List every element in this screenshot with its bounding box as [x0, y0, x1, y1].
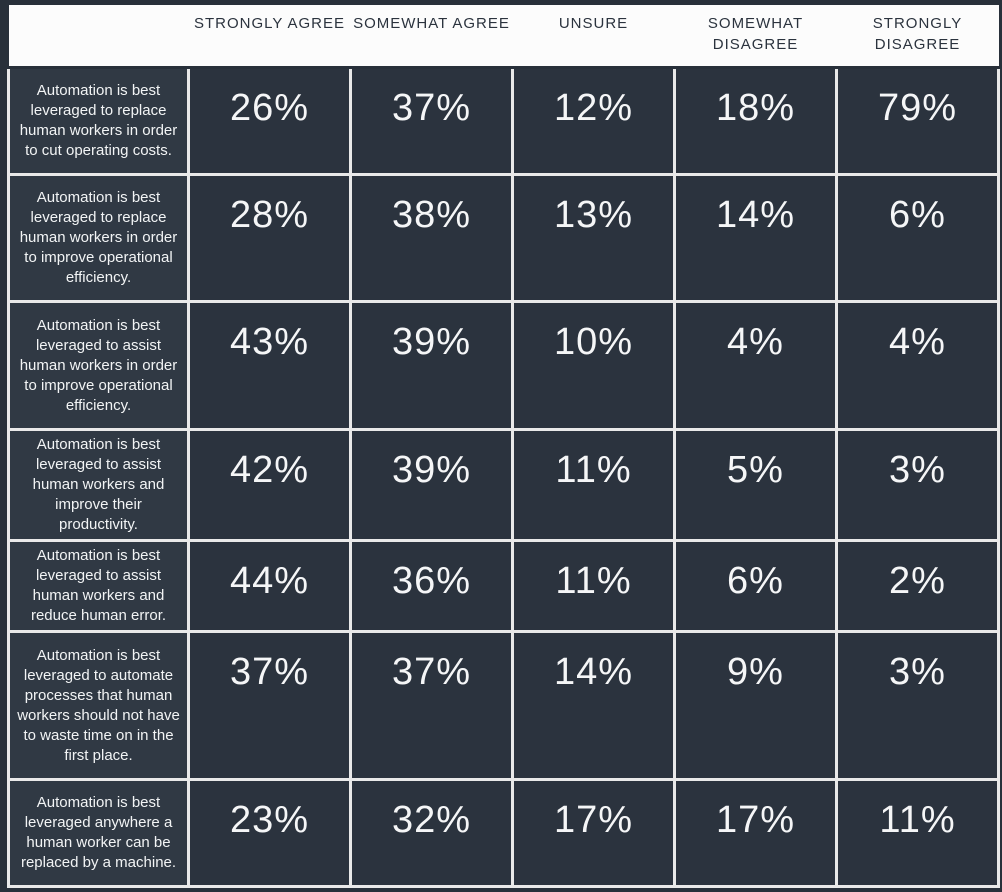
table-row: Automation is best leveraged to automate… — [7, 630, 1000, 781]
value-cell: 43% — [187, 300, 352, 431]
value-cell: 14% — [511, 630, 676, 781]
table-row: Automation is best leveraged to assist h… — [7, 539, 1000, 633]
column-header: UNSURE — [512, 5, 675, 69]
statement-cell: Automation is best leveraged to assist h… — [7, 428, 190, 542]
value-cell: 38% — [349, 173, 514, 303]
value-cell: 5% — [673, 428, 838, 542]
statement-cell: Automation is best leveraged anywhere a … — [7, 778, 190, 888]
value-cell: 10% — [511, 300, 676, 431]
value-cell: 4% — [835, 300, 1000, 431]
value-cell: 11% — [511, 428, 676, 542]
value-cell: 37% — [187, 630, 352, 781]
value-cell: 39% — [349, 428, 514, 542]
value-cell: 42% — [187, 428, 352, 542]
value-cell: 6% — [673, 539, 838, 633]
value-cell: 2% — [835, 539, 1000, 633]
value-cell: 4% — [673, 300, 838, 431]
value-cell: 37% — [349, 630, 514, 781]
statement-cell: Automation is best leveraged to assist h… — [7, 300, 190, 431]
value-cell: 28% — [187, 173, 352, 303]
corner-cell — [8, 5, 189, 69]
value-cell: 23% — [187, 778, 352, 888]
statement-cell: Automation is best leveraged to automate… — [7, 630, 190, 781]
value-cell: 32% — [349, 778, 514, 888]
statement-cell: Automation is best leveraged to assist h… — [7, 539, 190, 633]
value-cell: 3% — [835, 428, 1000, 542]
value-cell: 3% — [835, 630, 1000, 781]
statement-cell: Automation is best leveraged to replace … — [7, 66, 190, 176]
value-cell: 39% — [349, 300, 514, 431]
automation-survey-table: STRONGLY AGREE SOMEWHAT AGREE UNSURE SOMEWH… — [7, 5, 1000, 888]
value-cell: 14% — [673, 173, 838, 303]
value-cell: 37% — [349, 66, 514, 176]
column-header: STRONGLY DISAGREE — [836, 5, 999, 69]
value-cell: 12% — [511, 66, 676, 176]
column-header: STRONGLY AGREE — [188, 5, 351, 69]
table-row: Automation is best leveraged to replace … — [7, 66, 1000, 176]
value-cell: 17% — [511, 778, 676, 888]
table-row: Automation is best leveraged anywhere a … — [7, 778, 1000, 888]
value-cell: 6% — [835, 173, 1000, 303]
value-cell: 36% — [349, 539, 514, 633]
table-row: Automation is best leveraged to replace … — [7, 173, 1000, 303]
value-cell: 9% — [673, 630, 838, 781]
value-cell: 18% — [673, 66, 838, 176]
value-cell: 44% — [187, 539, 352, 633]
value-cell: 26% — [187, 66, 352, 176]
table-row: Automation is best leveraged to assist h… — [7, 300, 1000, 431]
value-cell: 17% — [673, 778, 838, 888]
value-cell: 79% — [835, 66, 1000, 176]
statement-cell: Automation is best leveraged to replace … — [7, 173, 190, 303]
table-row: Automation is best leveraged to assist h… — [7, 428, 1000, 542]
column-header: SOMEWHAT DISAGREE — [674, 5, 837, 69]
column-header: SOMEWHAT AGREE — [350, 5, 513, 69]
value-cell: 11% — [835, 778, 1000, 888]
value-cell: 11% — [511, 539, 676, 633]
header-row: STRONGLY AGREE SOMEWHAT AGREE UNSURE SOMEWH… — [8, 5, 999, 69]
value-cell: 13% — [511, 173, 676, 303]
